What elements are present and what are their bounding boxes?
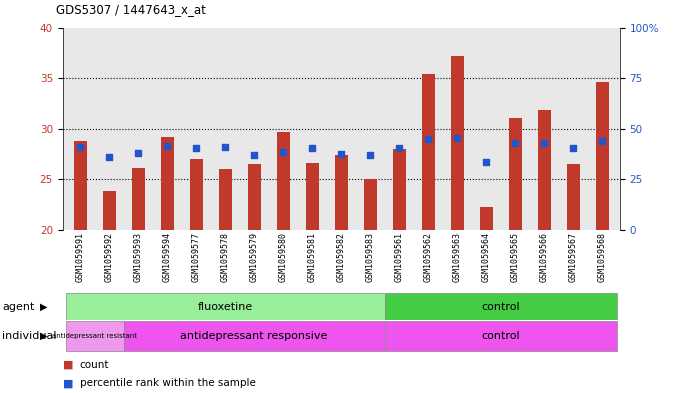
Text: control: control <box>481 331 520 341</box>
Point <box>568 145 579 151</box>
Text: GSM1059583: GSM1059583 <box>366 232 375 282</box>
Point <box>104 154 114 160</box>
Text: GSM1059568: GSM1059568 <box>598 232 607 282</box>
Bar <box>131 168 144 230</box>
Bar <box>385 321 617 351</box>
Point <box>452 135 462 141</box>
Text: individual: individual <box>2 331 57 341</box>
Point <box>133 150 144 156</box>
Text: GSM1059565: GSM1059565 <box>511 232 520 282</box>
Text: GSM1059579: GSM1059579 <box>250 232 259 282</box>
Bar <box>385 293 617 320</box>
Bar <box>451 56 464 230</box>
Bar <box>364 179 377 230</box>
Bar <box>479 207 493 230</box>
Bar <box>123 321 385 351</box>
Point <box>481 159 492 165</box>
Text: agent: agent <box>2 301 35 312</box>
Point <box>539 140 550 146</box>
Bar <box>509 118 522 230</box>
Bar <box>219 169 232 230</box>
Text: GSM1059592: GSM1059592 <box>105 232 114 282</box>
Bar <box>248 164 261 230</box>
Bar <box>103 191 116 230</box>
Text: percentile rank within the sample: percentile rank within the sample <box>80 378 255 388</box>
Point <box>597 138 607 144</box>
Text: GSM1059593: GSM1059593 <box>133 232 142 282</box>
Text: fluoxetine: fluoxetine <box>197 301 253 312</box>
Text: GSM1059582: GSM1059582 <box>336 232 346 282</box>
Bar <box>596 82 609 230</box>
Bar <box>161 137 174 230</box>
Text: GSM1059562: GSM1059562 <box>424 232 432 282</box>
Text: GSM1059561: GSM1059561 <box>395 232 404 282</box>
Text: antidepressant responsive: antidepressant responsive <box>180 331 328 341</box>
Text: GSM1059594: GSM1059594 <box>163 232 172 282</box>
Text: GSM1059580: GSM1059580 <box>279 232 287 282</box>
Bar <box>538 110 551 230</box>
Text: GSM1059577: GSM1059577 <box>191 232 201 282</box>
Bar <box>393 149 406 230</box>
Bar <box>422 74 434 230</box>
Text: GSM1059566: GSM1059566 <box>540 232 549 282</box>
Point <box>423 136 434 142</box>
Point <box>365 152 376 158</box>
Bar <box>334 155 348 230</box>
Point <box>249 152 259 158</box>
Text: GSM1059591: GSM1059591 <box>76 232 84 282</box>
Text: ■: ■ <box>63 378 73 388</box>
Point <box>394 145 405 151</box>
Bar <box>276 132 289 230</box>
Point <box>220 144 231 150</box>
Text: GDS5307 / 1447643_x_at: GDS5307 / 1447643_x_at <box>56 3 206 16</box>
Bar <box>74 141 86 230</box>
Text: ■: ■ <box>63 360 73 370</box>
Point <box>336 151 347 157</box>
Bar <box>65 293 385 320</box>
Bar <box>65 321 123 351</box>
Point <box>75 144 86 150</box>
Text: ▶: ▶ <box>39 301 47 312</box>
Text: control: control <box>481 301 520 312</box>
Text: GSM1059564: GSM1059564 <box>481 232 491 282</box>
Point <box>306 145 317 151</box>
Text: ▶: ▶ <box>39 331 47 341</box>
Bar <box>567 164 580 230</box>
Point <box>510 140 521 146</box>
Point <box>191 145 202 151</box>
Text: GSM1059578: GSM1059578 <box>221 232 229 282</box>
Text: GSM1059567: GSM1059567 <box>569 232 577 282</box>
Point <box>278 149 289 155</box>
Text: antidepressant resistant: antidepressant resistant <box>52 333 137 339</box>
Point <box>161 143 172 149</box>
Text: GSM1059581: GSM1059581 <box>308 232 317 282</box>
Text: count: count <box>80 360 109 370</box>
Bar <box>189 159 203 230</box>
Text: GSM1059563: GSM1059563 <box>453 232 462 282</box>
Bar <box>306 163 319 230</box>
